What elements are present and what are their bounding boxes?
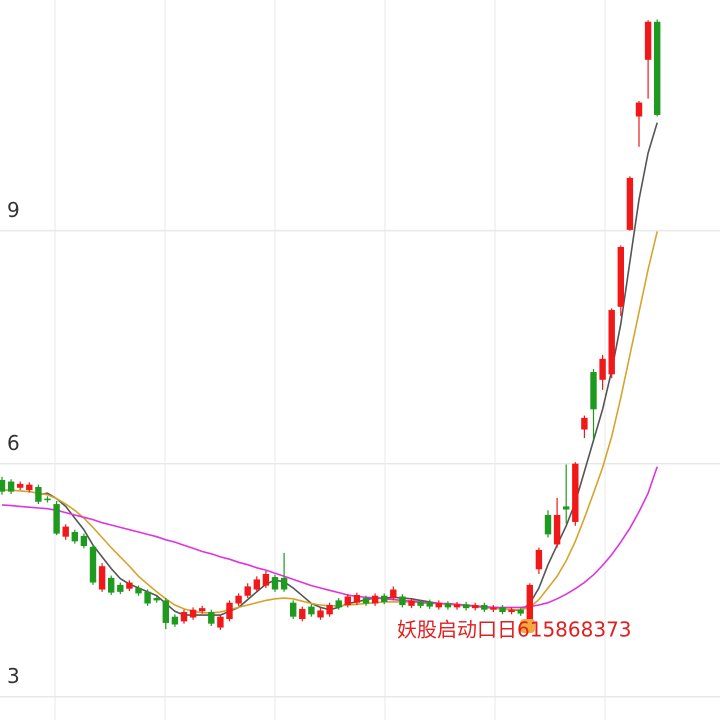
- candle-body: [189, 609, 197, 618]
- candle-body: [62, 526, 69, 537]
- candle-body: [290, 602, 297, 617]
- annotation: 妖股启动口日615868373: [397, 618, 632, 642]
- candle-body: [108, 577, 115, 593]
- candle-body: [35, 486, 42, 502]
- candle-body: [654, 21, 661, 115]
- candle-body: [499, 607, 506, 613]
- candle-body: [299, 608, 306, 620]
- candle-body: [544, 514, 552, 535]
- candle-body: [144, 591, 151, 604]
- candle-body: [26, 484, 33, 491]
- candle-body: [453, 604, 461, 608]
- candle-body: [353, 594, 361, 603]
- candle-body: [135, 587, 142, 594]
- candle-body: [553, 514, 561, 545]
- badge-icon: [520, 619, 535, 633]
- candle-body: [199, 608, 206, 612]
- candle-body: [408, 600, 415, 606]
- candle-body: [153, 598, 160, 601]
- candle-body: [490, 607, 497, 610]
- candle-body: [0, 480, 6, 492]
- candle-body: [335, 600, 342, 608]
- candle-body: [572, 463, 579, 522]
- candle-body: [271, 577, 279, 590]
- candle-body: [608, 309, 615, 375]
- candle-body: [71, 532, 78, 542]
- candle-body: [381, 595, 388, 602]
- candle-body: [462, 604, 470, 609]
- candle-body: [344, 596, 351, 606]
- candle-body: [53, 504, 60, 534]
- candle-body: [399, 596, 406, 606]
- candle-body: [235, 595, 242, 604]
- candle-body: [44, 498, 51, 501]
- candle-body: [253, 579, 260, 590]
- candle-body: [17, 483, 24, 488]
- candle-body: [635, 102, 643, 117]
- candle-body: [126, 582, 133, 589]
- candle-body: [617, 246, 624, 307]
- candle-body: [581, 417, 588, 430]
- candle-body: [526, 584, 533, 620]
- y-tick-label: 6: [7, 431, 20, 455]
- candle-body: [563, 506, 570, 510]
- candle-body: [162, 600, 169, 623]
- candle-body: [226, 602, 233, 620]
- candle-body: [7, 481, 15, 492]
- ma-line: [1, 466, 658, 609]
- candle-body: [481, 605, 488, 610]
- candle-body: [590, 372, 597, 410]
- y-tick-label: 3: [7, 664, 20, 688]
- candle-body: [317, 610, 324, 618]
- candle-body: [472, 605, 479, 609]
- candle-body: [89, 546, 97, 583]
- candle-body: [426, 601, 433, 607]
- candle-body: [208, 612, 215, 624]
- candle-body: [98, 566, 106, 590]
- candle-body: [644, 21, 652, 60]
- candle-body: [171, 616, 179, 625]
- candle-body: [262, 573, 270, 586]
- candle-body: [390, 589, 397, 599]
- candle-body: [244, 586, 251, 596]
- candle-body: [80, 535, 88, 547]
- candle-body: [417, 601, 424, 606]
- candle-body: [326, 605, 333, 615]
- candle-body: [117, 584, 124, 592]
- candle-body: [599, 358, 606, 380]
- ma-line: [38, 122, 658, 616]
- candles: [0, 19, 661, 630]
- candle-body: [435, 602, 442, 608]
- candle-body: [217, 616, 224, 628]
- candle-body: [371, 595, 379, 604]
- candle-body: [444, 603, 452, 608]
- y-tick-label: 9: [7, 198, 20, 222]
- candle-body: [180, 612, 188, 622]
- candle-body: [308, 606, 315, 615]
- candle-body: [508, 609, 515, 613]
- grid: 3 6 9: [0, 198, 720, 698]
- candle-body: [626, 177, 634, 230]
- candle-body: [517, 609, 524, 614]
- candle-body: [535, 549, 543, 570]
- candle-body: [362, 598, 370, 604]
- candle-body: [280, 577, 288, 590]
